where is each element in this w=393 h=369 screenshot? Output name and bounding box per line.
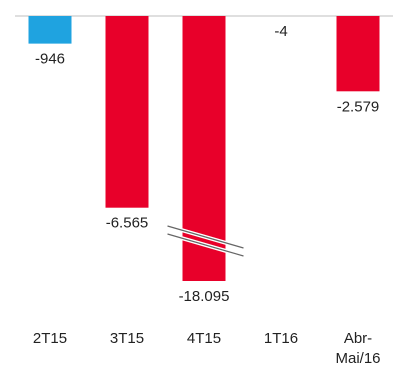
bar-2t15: [28, 16, 72, 44]
category-labels-group: 2T15 3T15 4T15 1T16 Abr-Mai/16: [33, 330, 381, 367]
category-label-3t15: 3T15: [110, 330, 144, 347]
axis-break-marks: [166, 224, 245, 258]
value-labels-group: -946 -6.565 -18.095 -4 -2.579: [35, 23, 379, 305]
category-label-4t15: 4T15: [187, 330, 221, 347]
category-label-abr-mai-16: Abr-Mai/16: [335, 330, 380, 367]
bars-group: [28, 16, 380, 281]
bar-3t15: [105, 16, 149, 208]
break-line-2: [167, 233, 244, 257]
category-label-1t16: 1T16: [264, 330, 298, 347]
bar-abr-mai-16: [336, 16, 380, 92]
value-label-1t16: -4: [274, 23, 287, 40]
value-label-3t15: -6.565: [106, 215, 149, 232]
value-label-2t15: -946: [35, 51, 65, 68]
value-label-4t15: -18.095: [179, 288, 230, 305]
category-label-2t15: 2T15: [33, 330, 67, 347]
value-label-abr-mai-16: -2.579: [337, 98, 380, 115]
break-line-1: [167, 225, 244, 249]
